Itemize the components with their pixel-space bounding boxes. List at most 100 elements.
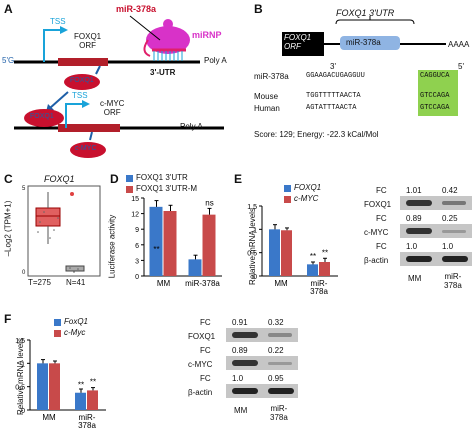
panel-f-label: F (4, 312, 12, 326)
f-band-row-1 (226, 328, 298, 342)
y-tick-label: 0.5 (15, 385, 25, 392)
polya-label-2: Poly A (180, 122, 203, 131)
f-legend-1: FoxQ1 (64, 317, 89, 326)
y-tick-label: 0 (21, 408, 25, 415)
d-legend-1: FOXQ1 3'UTR (136, 173, 188, 182)
e-fc-1: FC (376, 186, 387, 195)
panel-c: C FOXQ1 –Log2 (TPM+1) 5 0 T=275 N=41 (0, 172, 106, 296)
e-legend-swatch-2 (284, 196, 291, 203)
c-ylabel: –Log2 (TPM+1) (3, 200, 13, 257)
c-tick-0: 0 (22, 270, 26, 276)
bar-blue (149, 206, 163, 276)
chart-f: 0 0.5 1 1.5 MM miR-378a ** ** (15, 338, 106, 430)
e-row-3-name: β-actin (364, 256, 389, 265)
x-tick-label: miR- (311, 279, 328, 288)
significance-label: ns (205, 198, 213, 207)
polya-label-1: Poly A (204, 56, 227, 65)
foxq1-orf-label: FOXQ1 ORF (74, 32, 102, 50)
boxplot (27, 185, 101, 277)
panel-e: E FOXQ1 c-MYC Relative mRNA levels 0 0.5 1… (232, 172, 348, 302)
f-band-row-2 (226, 356, 298, 370)
panel-c-label: C (4, 172, 13, 186)
y-tick-label: 6 (135, 243, 139, 250)
e-legend-1: FOXQ1 (294, 183, 322, 192)
d-legend-swatch-1 (126, 175, 133, 182)
f-lane-2: miR- 378a (270, 404, 288, 422)
c-tick-5: 5 (22, 186, 26, 192)
e-row-1-name: FOXQ1 (364, 200, 392, 209)
bar-red (281, 230, 292, 276)
panel-e-label: E (234, 172, 243, 186)
orf-box-label: FOXQ1 ORF (284, 33, 312, 51)
bar-red (319, 262, 330, 276)
e-legend-2: c-MYC (294, 194, 319, 203)
f-row-2-name: c-MYC (188, 360, 213, 369)
y-tick-label: 9 (135, 227, 139, 234)
y-tick-label: 0.5 (247, 251, 257, 258)
y-tick-label: 12 (131, 212, 139, 219)
e-fc-3-v1: 1.0 (406, 242, 418, 251)
e-row-2-name: c-MYC (364, 228, 389, 237)
e-lane-1: MM (408, 274, 422, 283)
tss-label-1: TSS (50, 17, 66, 26)
significance-label: ** (78, 380, 84, 389)
utr-label: 3'-UTR (150, 68, 176, 77)
chart-d: 0 3 6 9 12 15 MM miR-378a ** ns (131, 196, 222, 288)
c-normal-n: N=41 (66, 278, 86, 287)
three-prime: 3' (330, 62, 336, 71)
y-tick-label: 1.5 (247, 204, 257, 211)
f-lane-1: MM (234, 406, 248, 415)
x-tick-label: miR-378a (185, 279, 220, 288)
f-fc-2: FC (200, 346, 211, 355)
significance-label: ** (153, 245, 159, 254)
utr-title: FOXQ1 3'UTR (336, 8, 395, 18)
y-tick-label: 0 (135, 274, 139, 281)
e-fc-2: FC (376, 214, 387, 223)
c-tumor-n: T=275 (28, 278, 51, 287)
foxq1-protein-label: FOXQ1 (70, 77, 94, 84)
e-band-row-2 (400, 224, 472, 238)
f-fc-1-v2: 0.32 (268, 318, 284, 327)
e-fc-2-v1: 0.89 (406, 214, 422, 223)
score-text: Score: 129; Energy: -22.3 kCal/Mol (254, 130, 379, 139)
mir-378a-label: miR-378a (116, 4, 157, 14)
row-name-human: Human (254, 104, 280, 113)
d-legend-swatch-2 (126, 186, 133, 193)
row-seq-human: AGTATTTAACTA (306, 104, 357, 112)
cmyc-orf-label: c-MYC ORF (100, 99, 125, 117)
panel-a-label: A (4, 2, 13, 16)
y-tick-label: 1 (253, 227, 257, 234)
x-tick-label: 378a (310, 287, 328, 296)
x-tick-label: MM (42, 413, 56, 422)
x-tick-label: MM (157, 279, 171, 288)
f-fc-1: FC (200, 318, 211, 327)
f-row-3-name: β-actin (188, 388, 213, 397)
row-name-mouse: Mouse (254, 92, 279, 101)
f-legend-swatch-1 (54, 319, 61, 326)
x-tick-label: MM (274, 279, 288, 288)
y-tick-label: 1 (21, 361, 25, 368)
e-lane-2: miR- 378a (444, 272, 462, 290)
chart-e: 0 0.5 1 1.5 MM miR-378a ** ** (247, 204, 338, 296)
pathway-diagram (14, 15, 224, 158)
f-fc-1-v1: 0.91 (232, 318, 248, 327)
mir-box-label: miR-378a (346, 38, 381, 47)
y-tick-label: 0 (253, 274, 257, 281)
five-prime-label: 5'G (2, 56, 15, 65)
significance-label: ** (310, 252, 316, 261)
panel-b-label: B (254, 2, 263, 16)
bar-red (163, 211, 177, 276)
panel-a: A miR-378a miRNP (0, 0, 250, 160)
panel-b: B FOXQ1 3'UTR FOXQ1 ORF miR-378a AAAA 3'… (250, 0, 474, 160)
f-legend-2: c-Myc (64, 328, 86, 337)
panel-f-blot: FC 0.91 0.32 FOXQ1 FC 0.89 0.22 c-MYC FC… (180, 318, 300, 448)
e-fc-2-v2: 0.25 (442, 214, 458, 223)
row-hl-mouse: GTCCAGA (420, 92, 450, 100)
panel-f: F FoxQ1 c-Myc Relative mRNA levels 0 0.5 1… (0, 312, 160, 448)
x-tick-label: miR- (79, 413, 96, 422)
row-hl-human: GTCCAGA (420, 104, 450, 112)
e-fc-3: FC (376, 242, 387, 251)
x-tick-label: 378a (78, 421, 96, 430)
bar-red (202, 214, 216, 276)
bar-blue (307, 264, 318, 276)
